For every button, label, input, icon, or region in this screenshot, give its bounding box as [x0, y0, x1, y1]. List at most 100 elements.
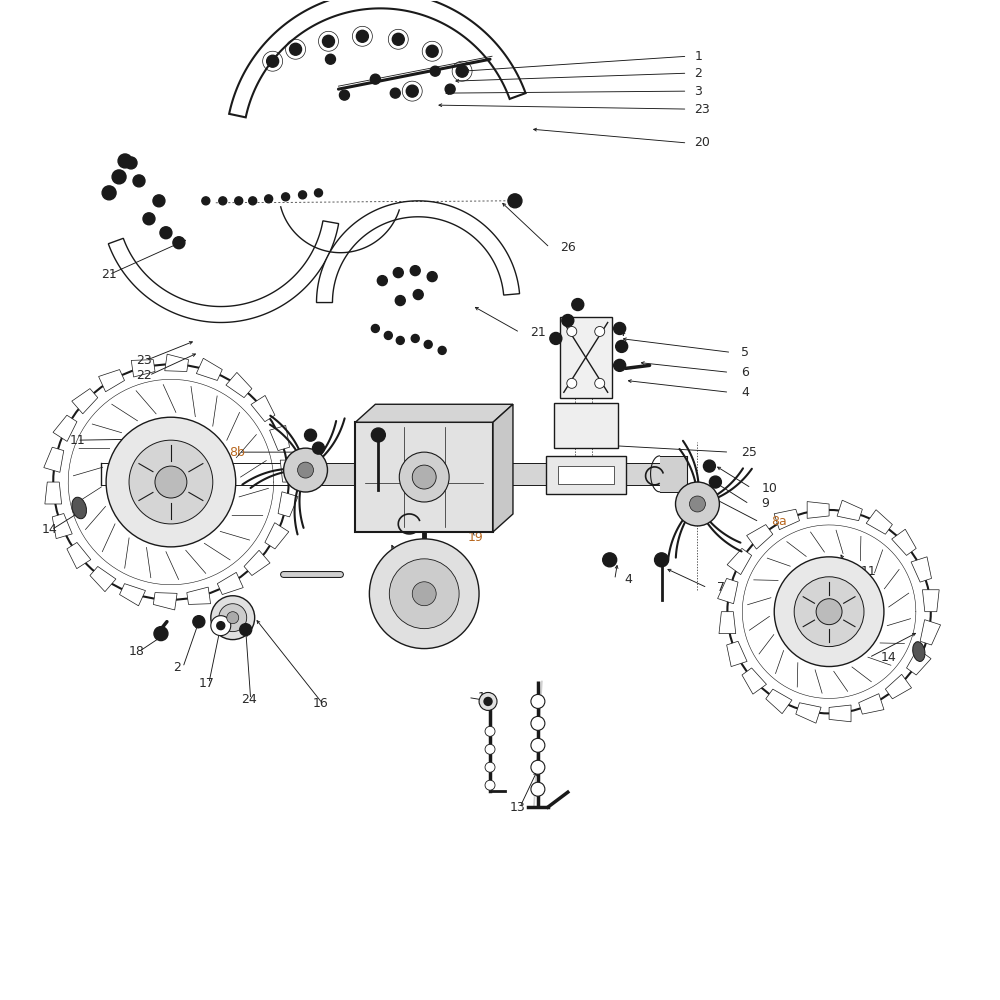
Polygon shape: [885, 674, 912, 699]
Circle shape: [531, 716, 545, 730]
Circle shape: [412, 582, 436, 606]
Polygon shape: [53, 415, 77, 441]
Text: 10: 10: [761, 482, 777, 495]
Bar: [660, 456, 687, 492]
Circle shape: [709, 476, 721, 488]
Text: 21: 21: [530, 326, 546, 339]
Circle shape: [202, 197, 210, 205]
Circle shape: [267, 55, 279, 67]
Polygon shape: [131, 360, 155, 377]
Text: 14: 14: [41, 523, 57, 536]
Circle shape: [396, 336, 404, 344]
Circle shape: [445, 84, 455, 94]
Circle shape: [154, 627, 168, 641]
Polygon shape: [217, 572, 243, 595]
Polygon shape: [911, 557, 932, 582]
Polygon shape: [766, 689, 792, 714]
Ellipse shape: [913, 642, 925, 661]
Polygon shape: [52, 514, 72, 539]
Text: 7: 7: [357, 476, 365, 489]
Text: 7: 7: [717, 581, 725, 594]
Text: 8b: 8b: [229, 446, 245, 459]
Polygon shape: [108, 221, 339, 322]
Circle shape: [160, 227, 172, 239]
Circle shape: [112, 170, 126, 184]
Circle shape: [106, 417, 236, 547]
Circle shape: [211, 596, 255, 640]
Bar: [513, 463, 660, 485]
Circle shape: [531, 782, 545, 796]
Polygon shape: [280, 460, 297, 482]
Circle shape: [284, 448, 327, 492]
Polygon shape: [493, 404, 513, 532]
Circle shape: [298, 462, 314, 478]
Circle shape: [299, 191, 307, 199]
Text: 13: 13: [510, 801, 526, 814]
Text: 2: 2: [694, 67, 702, 80]
Circle shape: [485, 726, 495, 736]
Text: 17: 17: [199, 677, 215, 690]
Polygon shape: [99, 370, 125, 392]
Circle shape: [508, 194, 522, 208]
Circle shape: [410, 266, 420, 276]
Circle shape: [485, 762, 495, 772]
Circle shape: [290, 43, 302, 55]
Polygon shape: [859, 694, 884, 714]
Circle shape: [774, 557, 884, 667]
Circle shape: [118, 154, 132, 168]
Circle shape: [595, 378, 605, 388]
Circle shape: [240, 624, 252, 636]
Circle shape: [339, 90, 349, 100]
Polygon shape: [45, 482, 62, 504]
Circle shape: [550, 332, 562, 344]
Circle shape: [689, 496, 705, 512]
Text: 16: 16: [313, 697, 328, 710]
Circle shape: [143, 213, 155, 225]
Polygon shape: [796, 703, 821, 723]
Circle shape: [567, 326, 577, 336]
Text: 11: 11: [69, 434, 85, 447]
Circle shape: [377, 276, 387, 286]
Circle shape: [816, 599, 842, 625]
Text: 22: 22: [136, 369, 152, 382]
Text: 8a: 8a: [771, 515, 787, 528]
Polygon shape: [727, 548, 752, 575]
Circle shape: [676, 482, 719, 526]
Polygon shape: [244, 550, 270, 576]
Text: 12: 12: [478, 691, 494, 704]
Circle shape: [572, 299, 584, 311]
Circle shape: [438, 346, 446, 354]
Circle shape: [282, 193, 290, 201]
Circle shape: [371, 428, 385, 442]
Circle shape: [217, 622, 225, 630]
Circle shape: [426, 45, 438, 57]
Circle shape: [370, 74, 380, 84]
Text: 3: 3: [694, 85, 702, 98]
Circle shape: [411, 334, 419, 342]
Circle shape: [133, 175, 145, 187]
Polygon shape: [727, 641, 747, 667]
Polygon shape: [742, 668, 766, 694]
Bar: [355, 422, 493, 532]
Polygon shape: [920, 620, 941, 645]
Circle shape: [413, 290, 423, 300]
Polygon shape: [922, 590, 939, 612]
Polygon shape: [226, 372, 252, 398]
Bar: [558, 466, 614, 484]
Polygon shape: [44, 447, 64, 472]
Bar: [546, 456, 626, 494]
Text: 6: 6: [741, 366, 749, 379]
Circle shape: [249, 197, 257, 205]
Polygon shape: [187, 587, 211, 604]
Circle shape: [265, 195, 273, 203]
Polygon shape: [229, 0, 526, 117]
Circle shape: [356, 30, 368, 42]
Circle shape: [193, 616, 205, 628]
Text: 11: 11: [861, 565, 877, 578]
Polygon shape: [251, 395, 275, 422]
Circle shape: [313, 442, 324, 454]
Polygon shape: [837, 500, 862, 521]
Circle shape: [125, 157, 137, 169]
Polygon shape: [153, 593, 177, 610]
Circle shape: [531, 738, 545, 752]
